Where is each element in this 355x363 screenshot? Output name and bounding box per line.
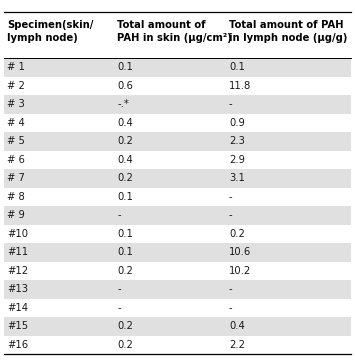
- FancyBboxPatch shape: [4, 169, 351, 188]
- Text: #14: #14: [7, 303, 28, 313]
- Text: 0.2: 0.2: [117, 266, 133, 276]
- FancyBboxPatch shape: [4, 95, 351, 114]
- Text: -: -: [229, 99, 233, 109]
- Text: -: -: [117, 284, 121, 294]
- Text: 2.2: 2.2: [229, 340, 245, 350]
- Text: -: -: [117, 210, 121, 220]
- Text: # 4: # 4: [7, 118, 25, 128]
- Text: -: -: [229, 303, 233, 313]
- Text: -: -: [117, 303, 121, 313]
- Text: 0.9: 0.9: [229, 118, 245, 128]
- Text: -: -: [229, 192, 233, 202]
- FancyBboxPatch shape: [4, 317, 351, 335]
- Text: Total amount of
PAH in skin (μg/cm²): Total amount of PAH in skin (μg/cm²): [117, 20, 232, 43]
- Text: 2.3: 2.3: [229, 136, 245, 146]
- Text: 0.4: 0.4: [117, 118, 133, 128]
- FancyBboxPatch shape: [4, 243, 351, 261]
- Text: 0.4: 0.4: [229, 321, 245, 331]
- Text: 0.4: 0.4: [117, 155, 133, 165]
- Text: 2.9: 2.9: [229, 155, 245, 165]
- Text: 10.6: 10.6: [229, 247, 251, 257]
- Text: 0.1: 0.1: [229, 62, 245, 72]
- Text: 0.1: 0.1: [117, 62, 133, 72]
- Text: # 2: # 2: [7, 81, 25, 91]
- Text: 0.2: 0.2: [117, 321, 133, 331]
- Text: # 3: # 3: [7, 99, 25, 109]
- Text: Total amount of PAH
in lymph node (μg/g): Total amount of PAH in lymph node (μg/g): [229, 20, 347, 43]
- Text: 0.6: 0.6: [117, 81, 133, 91]
- Text: # 7: # 7: [7, 173, 25, 183]
- FancyBboxPatch shape: [4, 280, 351, 298]
- Text: -: -: [229, 210, 233, 220]
- Text: # 9: # 9: [7, 210, 25, 220]
- Text: 0.2: 0.2: [117, 340, 133, 350]
- Text: #12: #12: [7, 266, 28, 276]
- Text: 0.1: 0.1: [117, 192, 133, 202]
- Text: 0.2: 0.2: [117, 173, 133, 183]
- Text: -: -: [229, 284, 233, 294]
- Text: 0.2: 0.2: [229, 229, 245, 239]
- Text: 11.8: 11.8: [229, 81, 251, 91]
- Text: #15: #15: [7, 321, 28, 331]
- Text: #11: #11: [7, 247, 28, 257]
- Text: #13: #13: [7, 284, 28, 294]
- Text: 10.2: 10.2: [229, 266, 251, 276]
- FancyBboxPatch shape: [4, 58, 351, 77]
- Text: -.*: -.*: [117, 99, 129, 109]
- Text: # 5: # 5: [7, 136, 25, 146]
- FancyBboxPatch shape: [4, 206, 351, 224]
- Text: # 8: # 8: [7, 192, 25, 202]
- Text: 0.1: 0.1: [117, 229, 133, 239]
- Text: #16: #16: [7, 340, 28, 350]
- Text: Specimen(skin/
lymph node): Specimen(skin/ lymph node): [7, 20, 93, 43]
- Text: 3.1: 3.1: [229, 173, 245, 183]
- Text: # 1: # 1: [7, 62, 25, 72]
- Text: # 6: # 6: [7, 155, 25, 165]
- Text: 0.2: 0.2: [117, 136, 133, 146]
- Text: 0.1: 0.1: [117, 247, 133, 257]
- FancyBboxPatch shape: [4, 132, 351, 151]
- Text: #10: #10: [7, 229, 28, 239]
